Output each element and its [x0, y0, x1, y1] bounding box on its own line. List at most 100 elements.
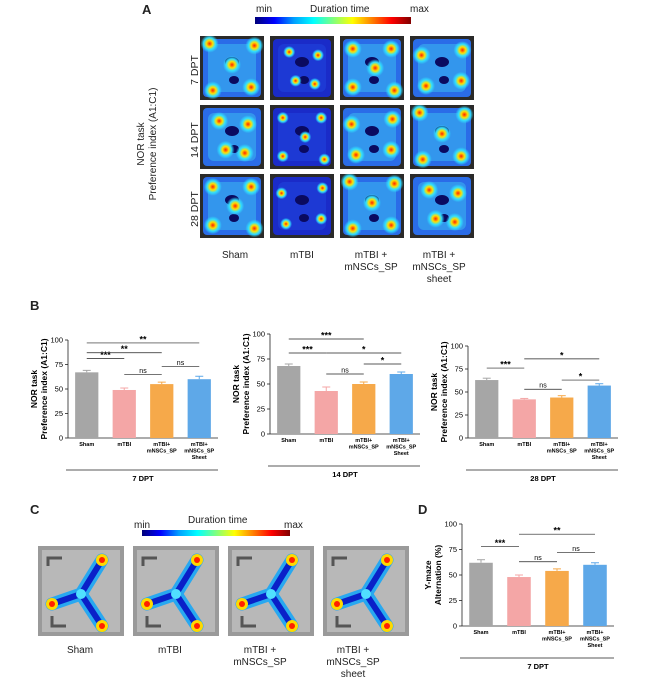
- panel-a-colorbar-max: max: [410, 4, 429, 15]
- nor-heatmap-tile: [200, 105, 264, 169]
- y-tick-label: 75: [257, 355, 265, 364]
- y-tick-label: 75: [55, 360, 63, 369]
- nor-heatmap-tile: [340, 36, 404, 100]
- y-tick-label: 25: [449, 596, 457, 605]
- significance-label: ***: [302, 345, 313, 355]
- significance-label: *: [381, 356, 385, 366]
- bar: [583, 564, 607, 626]
- panel-c-colorbar: [142, 530, 290, 536]
- y-tick-label: 75: [455, 365, 463, 374]
- significance-label: ***: [500, 360, 511, 370]
- panel-d-letter: D: [418, 502, 428, 517]
- panel-a-colorbar-title: Duration time: [310, 4, 370, 15]
- chart-nor-28dpt: NOR taskPreference index (A1:C1) 0 25 50 75 1…: [430, 341, 618, 483]
- panel-b-letter: B: [30, 298, 40, 313]
- nor-heatmap-tile: [340, 105, 404, 169]
- y-tick-label: 50: [55, 385, 63, 394]
- nor-heatmap-tile: [410, 36, 474, 100]
- panel-c-group-sheet: mTBI + mNSCs_SP sheet: [326, 645, 380, 680]
- bar: [314, 391, 338, 434]
- significance-label: ***: [495, 538, 506, 548]
- x-axis-title: 7 DPT: [527, 662, 549, 671]
- bar: [587, 385, 611, 438]
- bar: [75, 372, 99, 438]
- x-axis-title: 7 DPT: [132, 474, 154, 483]
- x-tick-label: mTBI+ mNSCs_SP Sheet: [184, 442, 214, 461]
- panel-c-colorbar-max: max: [284, 520, 303, 531]
- panel-a-colorbar: [255, 17, 411, 24]
- significance-label: *: [579, 372, 583, 382]
- significance-label: ***: [100, 350, 111, 360]
- x-axis-title: 28 DPT: [530, 474, 556, 483]
- significance-label: ns: [534, 555, 542, 562]
- y-tick-label: 25: [257, 405, 265, 414]
- x-tick-label: mTBI: [512, 630, 526, 636]
- x-tick-label: mTBI+ mNSCs_SP Sheet: [580, 630, 610, 649]
- bar: [352, 384, 376, 434]
- bar: [277, 366, 301, 434]
- bar: [475, 380, 499, 438]
- panel-c-group-mtbi: mTBI: [158, 645, 182, 656]
- bar: [545, 570, 569, 626]
- x-tick-label: mTBI+ mNSCs_SP: [547, 442, 577, 455]
- panel-a-group-sham: Sham: [221, 250, 249, 261]
- y-tick-label: 50: [455, 388, 463, 397]
- significance-label: ns: [139, 368, 147, 375]
- panel-c-letter: C: [30, 502, 40, 517]
- chart-ymaze-7dpt: Y-mazeAlternation (%) 0 25 50 75 100 Sham mTBI m…: [423, 520, 614, 671]
- significance-label: **: [553, 526, 561, 536]
- heatmap-grid: [200, 36, 474, 239]
- x-tick-label: mTBI+ mNSCs_SP: [147, 442, 177, 455]
- y-axis-title: NOR taskPreference index (A1:C1): [231, 333, 251, 434]
- y-axis-title: NOR taskPreference index (A1:C1): [30, 338, 49, 439]
- x-tick-label: mTBI+ mNSCs_SP Sheet: [386, 438, 416, 457]
- ymaze-heatmap-row: [38, 546, 409, 638]
- ymaze-heatmap-tile: [323, 546, 409, 636]
- nor-heatmap-tile: [410, 105, 474, 169]
- x-axis-title: 14 DPT: [332, 470, 358, 479]
- significance-label: *: [362, 345, 366, 355]
- x-tick-label: Sham: [479, 442, 494, 448]
- y-tick-label: 25: [55, 409, 63, 418]
- x-tick-label: mTBI+ mNSCs_SP: [349, 438, 379, 451]
- y-axis-title: Y-mazeAlternation (%): [423, 545, 443, 606]
- nor-heatmap-tile: [200, 36, 264, 100]
- x-tick-label: Sham: [281, 438, 296, 444]
- y-axis-title: NOR taskPreference index (A1:C1): [430, 341, 449, 442]
- nor-heatmap-tile: [200, 174, 264, 238]
- significance-label: ***: [321, 331, 332, 341]
- y-tick-label: 75: [449, 545, 457, 554]
- bar: [512, 399, 536, 438]
- y-tick-label: 100: [50, 336, 63, 345]
- y-tick-label: 25: [455, 411, 463, 420]
- x-tick-label: mTBI+ mNSCs_SP Sheet: [584, 442, 614, 461]
- y-tick-label: 100: [450, 342, 463, 351]
- significance-label: **: [121, 344, 129, 354]
- significance-label: ns: [341, 368, 349, 375]
- x-tick-label: mTBI: [117, 442, 131, 448]
- x-tick-label: Sham: [79, 442, 94, 448]
- y-tick-label: 0: [459, 434, 463, 443]
- chart-nor-7dpt: NOR taskPreference index (A1:C1) 0 25 50 75 1…: [30, 334, 218, 483]
- significance-label: **: [139, 334, 147, 344]
- y-tick-label: 0: [59, 434, 63, 443]
- bar: [550, 397, 574, 438]
- nor-heatmap-tile: [270, 174, 334, 238]
- y-tick-label: 100: [444, 520, 457, 529]
- y-tick-label: 0: [261, 430, 265, 439]
- bar: [112, 389, 136, 438]
- panel-c-group-sham: Sham: [66, 645, 94, 656]
- panel-a-group-sp: mTBI + mNSCs_SP: [344, 250, 398, 273]
- x-tick-label: mTBI: [319, 438, 333, 444]
- x-tick-label: mTBI+ mNSCs_SP: [542, 630, 572, 643]
- panel-c-group-sp: mTBI + mNSCs_SP: [233, 645, 287, 668]
- panel-a-group-sheet: mTBI + mNSCs_SP sheet: [412, 250, 466, 285]
- significance-label: ns: [177, 360, 185, 367]
- y-tick-label: 50: [449, 571, 457, 580]
- y-tick-label: 0: [453, 622, 457, 631]
- x-tick-label: mTBI: [517, 442, 531, 448]
- y-tick-label: 100: [252, 330, 265, 339]
- nor-heatmap-tile: [340, 174, 404, 238]
- bar: [469, 562, 493, 626]
- bar: [187, 379, 211, 438]
